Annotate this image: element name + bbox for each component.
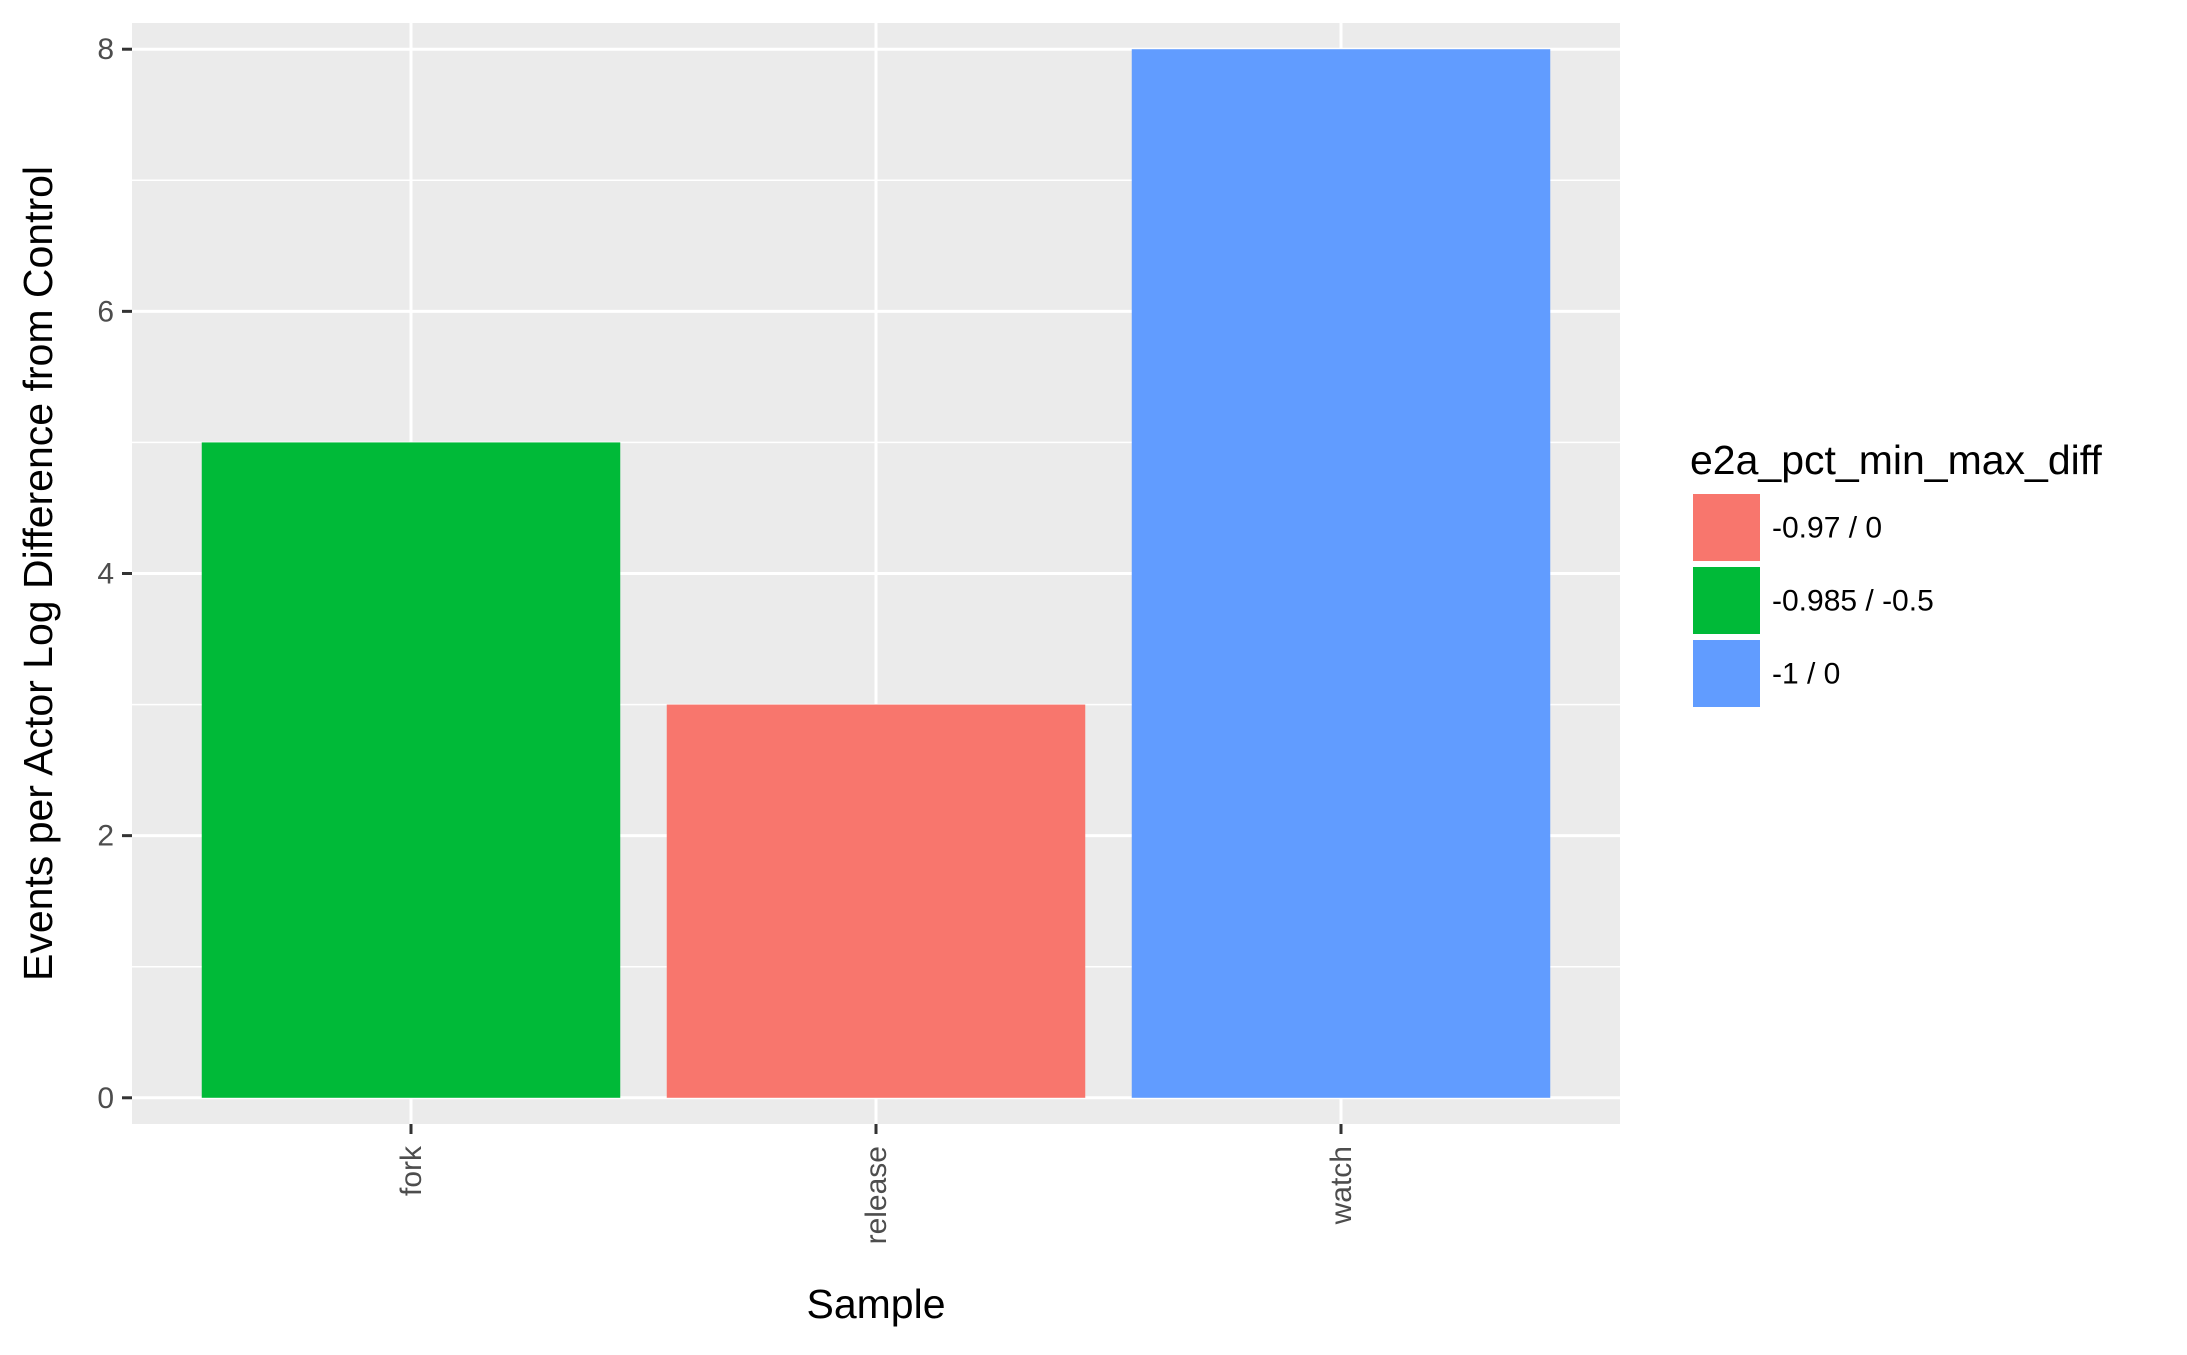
bar-fork — [201, 442, 621, 1098]
x-tick-label: release — [860, 1146, 893, 1244]
legend-key — [1693, 640, 1760, 707]
y-axis-title: Events per Actor Log Difference from Con… — [15, 166, 61, 981]
x-tick-label: watch — [1325, 1146, 1358, 1225]
x-axis: fork release watch — [395, 1124, 1358, 1244]
bar-release — [666, 704, 1086, 1098]
y-tick-label: 8 — [97, 33, 114, 66]
legend: e2a_pct_min_max_diff -0.97 / 0 -0.985 / -… — [1690, 437, 2102, 707]
bar-watch — [1131, 49, 1551, 1098]
y-tick-label: 0 — [97, 1082, 114, 1115]
legend-label: -0.97 / 0 — [1772, 512, 1882, 545]
bars — [201, 49, 1551, 1098]
y-axis: 0 2 4 6 8 — [97, 33, 132, 1115]
x-axis-title: Sample — [806, 1281, 945, 1327]
legend-label: -1 / 0 — [1772, 658, 1840, 691]
x-tick-label: fork — [395, 1145, 428, 1196]
y-tick-label: 4 — [97, 558, 114, 591]
legend-title: e2a_pct_min_max_diff — [1690, 437, 2102, 483]
y-tick-label: 2 — [97, 820, 114, 853]
y-tick-label: 6 — [97, 295, 114, 328]
legend-key — [1693, 494, 1760, 561]
legend-label: -0.985 / -0.5 — [1772, 585, 1934, 618]
legend-key — [1693, 567, 1760, 634]
